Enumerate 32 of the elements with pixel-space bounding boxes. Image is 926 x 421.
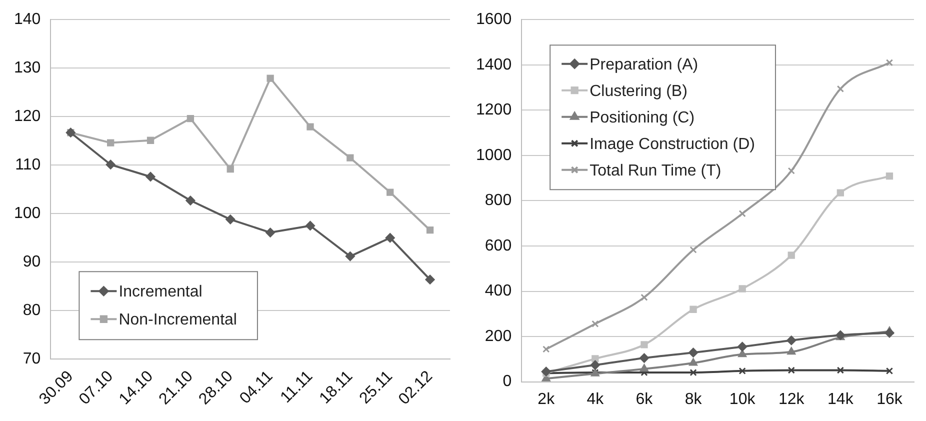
y-tick-label: 110	[15, 156, 41, 174]
x-tick-label: 16k	[876, 390, 904, 408]
y-tick-label: 1600	[476, 11, 512, 28]
y-tick-label: 90	[22, 254, 41, 271]
y-tick-label: 0	[502, 373, 512, 390]
legend-label: Clustering (B)	[590, 82, 688, 100]
y-tick-label: 200	[484, 328, 512, 345]
y-tick-label: 70	[22, 350, 41, 368]
y-tick-label: 600	[484, 237, 512, 254]
legend-label: Total Run Time (T)	[590, 162, 722, 180]
x-tick-label: 12k	[778, 390, 806, 408]
y-tick-label: 140	[14, 11, 41, 28]
y-tick-label: 100	[14, 205, 41, 222]
y-tick-label: 130	[14, 60, 41, 77]
y-tick-label: 1000	[476, 146, 512, 164]
legend-label: Preparation (A)	[590, 56, 698, 74]
y-tick-label: 80	[22, 302, 41, 320]
x-tick-label: 10k	[729, 390, 756, 408]
x-tick-label: 4k	[586, 390, 605, 408]
y-tick-label: 120	[14, 108, 41, 126]
legend-label: Non-Incremental	[118, 312, 237, 329]
legend-label: Incremental	[118, 284, 202, 301]
legend-label: Image Construction (D)	[590, 136, 755, 153]
x-tick-label: 8k	[684, 390, 703, 408]
legend-label: Positioning (C)	[590, 109, 695, 126]
x-tick-label: 6k	[636, 390, 654, 408]
y-tick-label: 1400	[476, 56, 512, 74]
x-tick-label: 2k	[538, 390, 556, 408]
x-tick-label: 14k	[828, 390, 854, 408]
y-tick-label: 1200	[476, 102, 512, 119]
y-tick-label: 800	[484, 192, 512, 210]
y-tick-label: 400	[484, 282, 512, 300]
